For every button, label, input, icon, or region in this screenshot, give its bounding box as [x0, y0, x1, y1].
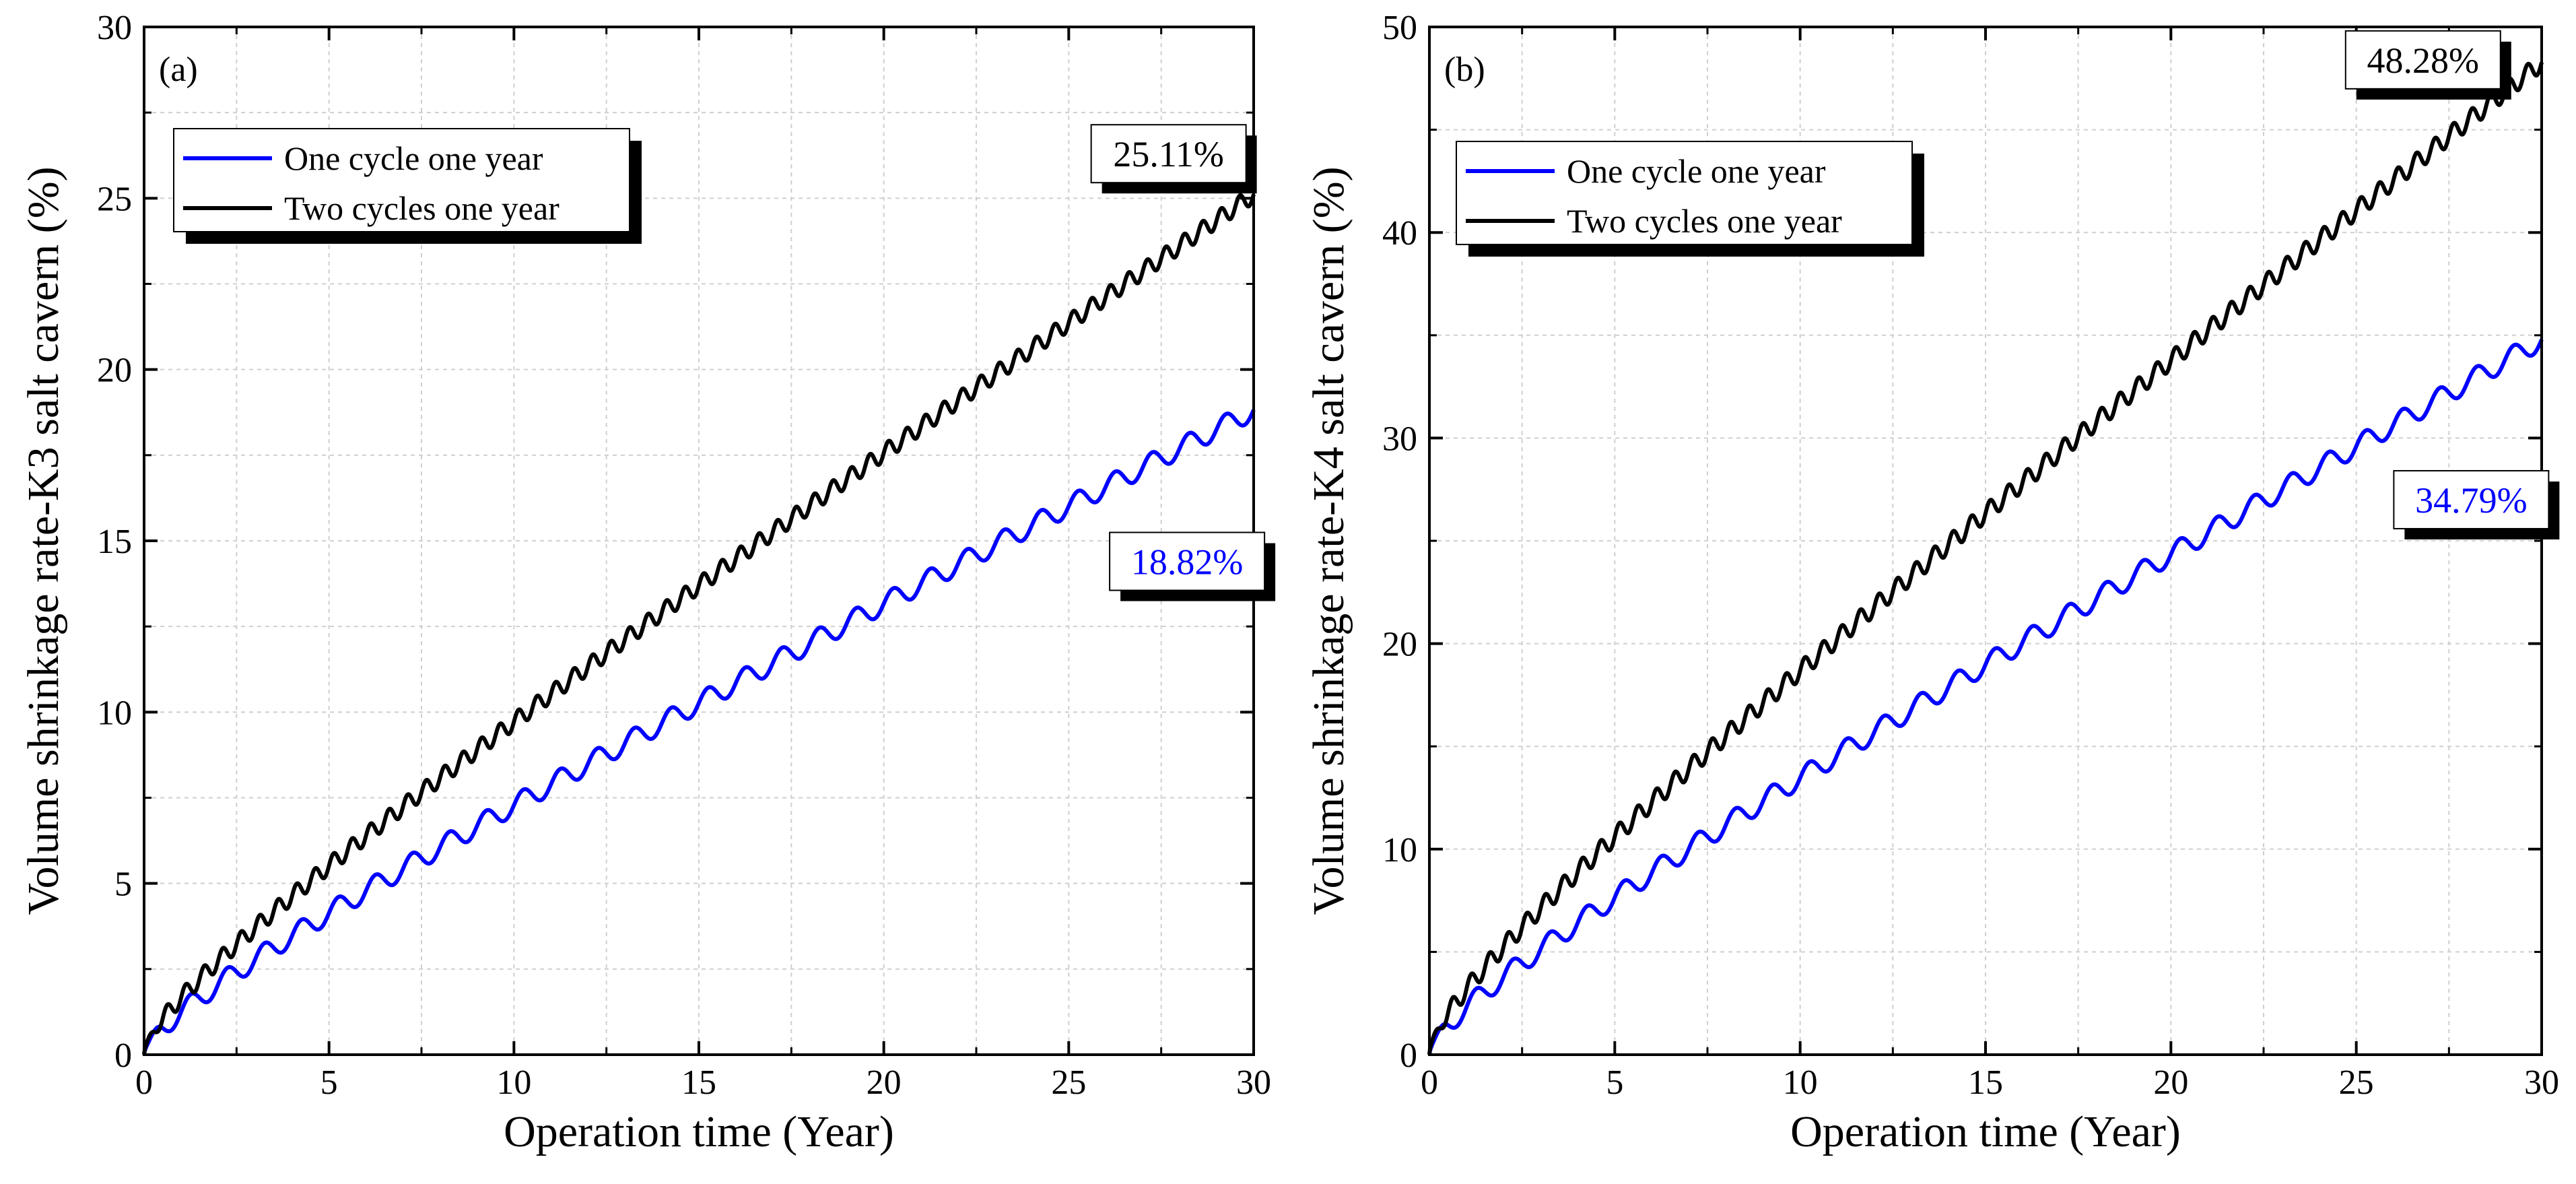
x-tick-label: 10: [1783, 1063, 1818, 1102]
y-tick-label: 0: [1400, 1037, 1417, 1075]
x-tick-label: 30: [2524, 1063, 2559, 1102]
annotation-box: [1109, 531, 1266, 591]
y-tick-label: 15: [97, 523, 132, 561]
annotation-box: [2393, 469, 2550, 529]
x-tick-label: 20: [867, 1063, 902, 1102]
y-tick-label: 10: [1382, 831, 1417, 869]
x-tick-label: 15: [1968, 1063, 2003, 1102]
series-line-two-cycles: [142, 193, 1256, 1055]
y-tick-label: 5: [114, 865, 132, 904]
annotation-box: [1090, 124, 1247, 184]
x-tick-label: 15: [681, 1063, 716, 1102]
chart-panel-b: 0 5 10 15 20 25 30 0 10 20 30 40 50 Operation time (Y…: [1304, 9, 2560, 1156]
panel-label: (b): [1444, 51, 1485, 89]
final-value-annotation: 48.28%: [2344, 30, 2511, 100]
series-line-one-cycle: [142, 409, 1256, 1055]
x-tick-label: 30: [1236, 1063, 1271, 1102]
legend: One cycle one year Two cycles one year: [1456, 141, 1924, 257]
ticks: 0 5 10 15 20 25 30 0 10 20 30 40 50: [1382, 9, 2559, 1102]
y-tick-label: 10: [97, 694, 132, 732]
y-axis-label: Volume shrinkage rate-K3 salt cavern (%): [19, 166, 68, 915]
legend-label: One cycle one year: [1567, 152, 1826, 190]
legend: One cycle one year Two cycles one year: [173, 128, 642, 244]
series-line-two-cycles: [1427, 61, 2544, 1055]
x-tick-label: 5: [320, 1063, 338, 1102]
series-line-one-cycle: [1427, 339, 2544, 1055]
annotation-text: 18.82%: [1131, 542, 1243, 583]
legend-box: [1456, 141, 1913, 245]
x-tick-label: 25: [1051, 1063, 1086, 1102]
y-tick-label: 30: [1382, 420, 1417, 458]
x-axis-label: Operation time (Year): [1790, 1107, 2181, 1156]
panel-label: (a): [159, 51, 198, 89]
legend-box: [173, 128, 630, 232]
annotation-text: 25.11%: [1113, 134, 1223, 174]
x-tick-label: 0: [1421, 1063, 1438, 1102]
x-tick-label: 10: [496, 1063, 531, 1102]
y-tick-label: 30: [97, 9, 132, 47]
y-tick-label: 20: [97, 352, 132, 390]
final-value-annotation: 25.11%: [1090, 124, 1257, 194]
y-tick-label: 0: [114, 1037, 132, 1075]
y-tick-label: 20: [1382, 626, 1417, 664]
x-tick-label: 25: [2339, 1063, 2374, 1102]
x-tick-label: 5: [1606, 1063, 1623, 1102]
annotation-box: [2344, 30, 2501, 90]
legend-label: One cycle one year: [284, 139, 543, 177]
y-axis-label: Volume shrinkage rate-K4 salt cavern (%): [1304, 166, 1353, 915]
y-tick-label: 50: [1382, 9, 1417, 47]
final-value-annotation: 18.82%: [1109, 531, 1276, 601]
annotation-text: 34.79%: [2415, 480, 2527, 521]
x-tick-label: 0: [135, 1063, 153, 1102]
x-axis-label: Operation time (Year): [504, 1107, 894, 1156]
chart-panel-a: 0 5 10 15 20 25 30 0 5 10 15 20 25 30 Operation time (…: [19, 9, 1276, 1156]
ticks: 0 5 10 15 20 25 30 0 5 10 15 20 25 30: [97, 9, 1271, 1102]
annotation-text: 48.28%: [2367, 40, 2479, 81]
y-tick-label: 25: [97, 180, 132, 218]
y-tick-label: 40: [1382, 214, 1417, 253]
legend-label: Two cycles one year: [284, 189, 560, 227]
x-tick-label: 20: [2153, 1063, 2188, 1102]
legend-label: Two cycles one year: [1567, 202, 1842, 240]
final-value-annotation: 34.79%: [2393, 469, 2560, 539]
